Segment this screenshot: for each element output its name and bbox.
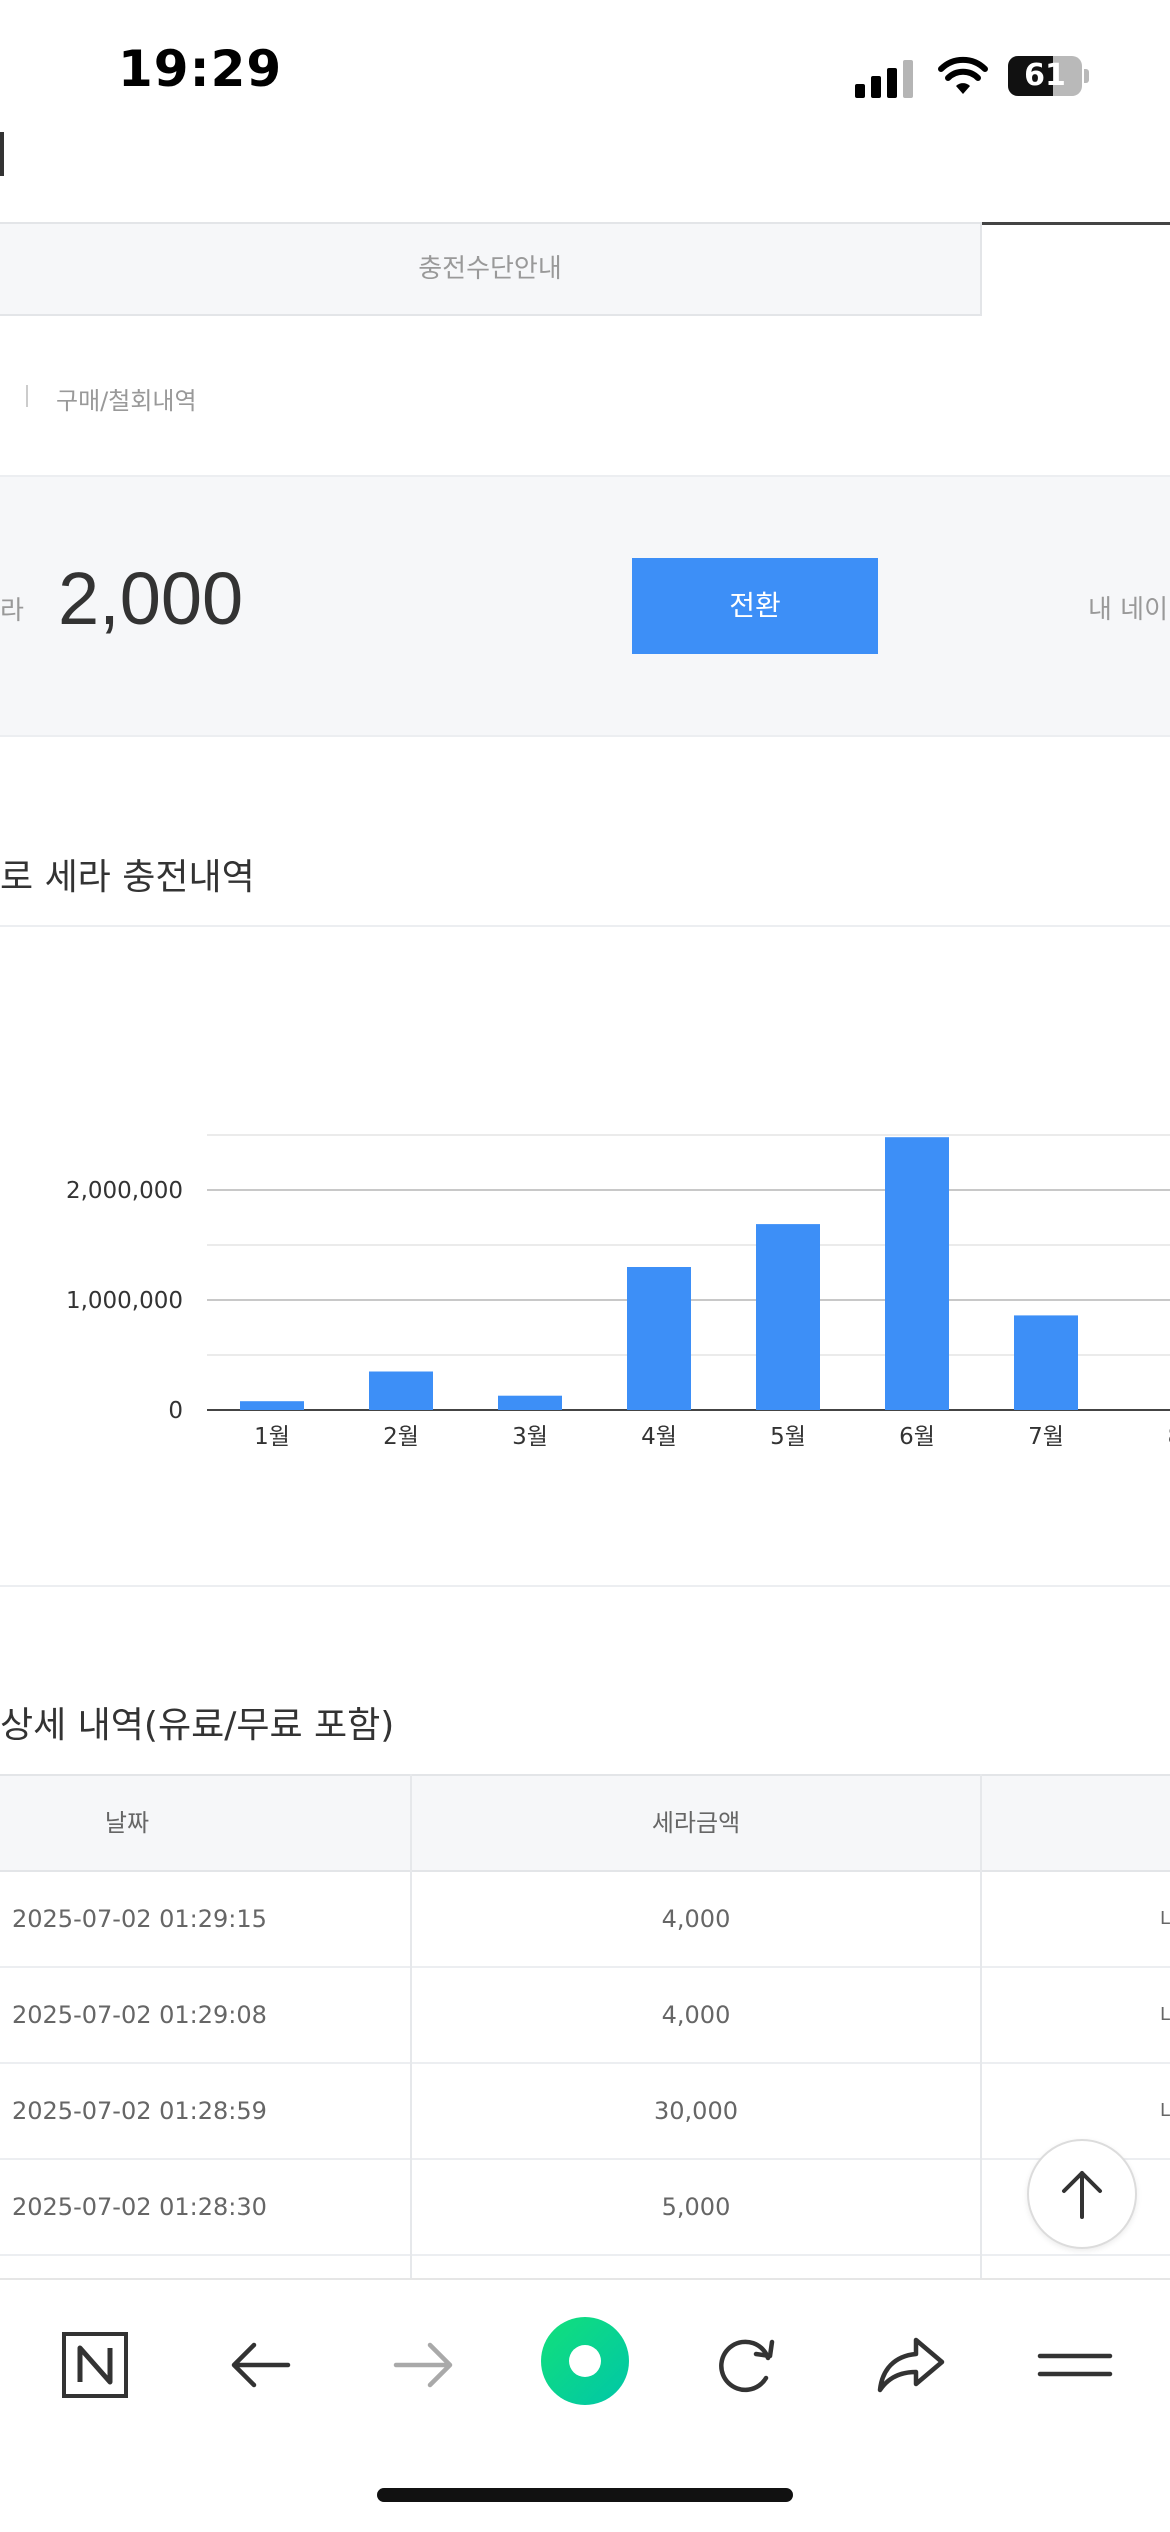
green-dot-icon[interactable] [540, 2316, 630, 2406]
column-divider [980, 1774, 982, 2278]
balance-amount: 2,000 [58, 557, 244, 640]
chart-bar [1014, 1315, 1078, 1410]
table-row: 2025-07-02 01:29:08 4,000 L [0, 1968, 1170, 2064]
row-amount: 4,000 [661, 2001, 731, 2029]
row-amount: 5,000 [661, 2193, 731, 2221]
chart-bar [240, 1401, 304, 1410]
purchase-history-link[interactable]: 구매/철회내역 [56, 387, 197, 415]
naver-home-icon[interactable] [50, 2320, 140, 2410]
arrow-up-icon [1062, 2171, 1102, 2219]
section-divider [0, 1585, 1170, 1587]
balance-unit-label: 라 [0, 596, 24, 626]
header-date: 날짜 [104, 1809, 150, 1837]
forward-arrow-icon[interactable] [378, 2320, 468, 2410]
header-amount: 세라금액 [651, 1809, 741, 1837]
table-header: 날짜 세라금액 [0, 1774, 1170, 1872]
cellular-signal-icon [855, 60, 913, 98]
row-date: 2025-07-02 01:28:30 [12, 2193, 267, 2221]
back-arrow-icon[interactable] [216, 2320, 306, 2410]
chart-ytick-label: 0 [168, 1398, 183, 1424]
tab-charge-method-guide[interactable]: 충전수단안내 [0, 222, 982, 316]
table-row: 2025-07-02 01:28:30 5,000 [0, 2160, 1170, 2256]
chart-xtick-label: 1월 [254, 1424, 290, 1450]
table-row: 2025-07-02 01:29:15 4,000 L [0, 1872, 1170, 1968]
chart-xtick-label: 7월 [1028, 1424, 1064, 1450]
subnav-divider [26, 385, 28, 407]
row-amount: 30,000 [654, 2097, 738, 2125]
chart-bar [498, 1395, 562, 1410]
status-time: 19:29 [118, 40, 283, 98]
row-extra: L [1160, 2004, 1170, 2025]
chart-bar [627, 1267, 691, 1410]
row-extra: L [1160, 2100, 1170, 2121]
section-divider [0, 925, 1170, 927]
home-indicator [377, 2488, 793, 2502]
monthly-charge-chart: 0 1,000,000 2,000,000 1월 2월 3월 4월 5월 6월 7월 8 [66, 1134, 1170, 1450]
balance-panel [0, 475, 1170, 737]
battery-icon: 61 [1008, 56, 1090, 96]
convert-button[interactable]: 전환 [632, 558, 878, 654]
chart-bar [885, 1137, 949, 1410]
chart-xtick-label: 2월 [383, 1424, 419, 1450]
chart-ytick-label: 1,000,000 [66, 1288, 183, 1314]
menu-icon[interactable] [1030, 2320, 1120, 2410]
column-divider [410, 1774, 412, 2278]
my-naver-label[interactable]: 내 네이 [1088, 595, 1169, 625]
chart-xtick-label: 8 [1168, 1424, 1170, 1450]
row-extra: L [1160, 1908, 1170, 1929]
chart-xtick-label: 4월 [641, 1424, 677, 1450]
tab-label: 충전수단안내 [418, 254, 562, 284]
share-icon[interactable] [866, 2320, 956, 2410]
row-amount: 4,000 [661, 1905, 731, 1933]
chart-bar [369, 1371, 433, 1410]
row-date: 2025-07-02 01:28:59 [12, 2097, 267, 2125]
battery-level: 61 [1024, 58, 1066, 93]
header-title-fragment [0, 132, 4, 176]
detail-section-title: 상세 내역(유료/무료 포함) [0, 1705, 395, 1746]
row-date: 2025-07-02 01:29:08 [12, 2001, 267, 2029]
scroll-top-button[interactable] [1027, 2139, 1137, 2249]
chart-section-title: 로 세라 충전내역 [0, 857, 255, 898]
chart-xtick-label: 6월 [899, 1424, 935, 1450]
chart-xtick-label: 3월 [512, 1424, 548, 1450]
chart-xtick-label: 5월 [770, 1424, 806, 1450]
chart-ytick-label: 2,000,000 [66, 1178, 183, 1204]
tab-active-indicator[interactable] [982, 222, 1170, 225]
wifi-icon [938, 56, 988, 94]
reload-icon[interactable] [700, 2320, 790, 2410]
row-date: 2025-07-02 01:29:15 [12, 1905, 267, 1933]
chart-bar [756, 1224, 820, 1410]
table-row: 2025-07-02 01:28:59 30,000 L [0, 2064, 1170, 2160]
